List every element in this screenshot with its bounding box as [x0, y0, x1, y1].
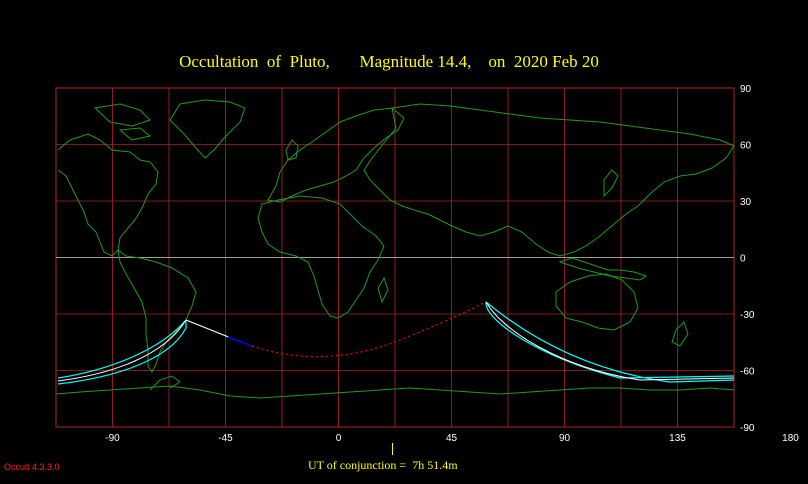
path-limit-south-west	[57, 320, 187, 385]
australia	[555, 273, 639, 331]
central-line-night	[251, 301, 487, 358]
antarctic-peninsula	[149, 375, 181, 391]
coastlines	[55, 99, 735, 399]
latitude-label: -60	[740, 367, 755, 378]
longitude-label: 180	[782, 433, 799, 444]
latitude-label: 90	[740, 84, 752, 95]
longitude-label: 135	[669, 433, 686, 444]
central-line-east	[485, 301, 735, 381]
north-america	[57, 133, 159, 257]
japan	[603, 169, 619, 198]
latitude-label: 60	[740, 141, 752, 152]
europe	[267, 107, 405, 203]
latitude-label: -30	[740, 310, 755, 321]
greenland	[169, 99, 246, 159]
central-line-west	[57, 319, 187, 382]
central-line-daylight	[185, 319, 237, 341]
longitude-label: 45	[446, 433, 458, 444]
africa	[257, 195, 385, 319]
map-title: Occultation of Pluto, Magnitude 14.4, on…	[179, 52, 599, 71]
latitude-labels: 90 60 30 0 -30 -60 -90	[740, 84, 755, 434]
latitude-label: 30	[740, 197, 752, 208]
indonesia	[558, 257, 648, 281]
conjunction-marker	[392, 443, 393, 455]
occultation-path	[57, 301, 735, 385]
antarctica	[55, 385, 735, 399]
south-america	[117, 248, 197, 373]
latitude-label: -90	[740, 423, 755, 434]
central-line-blue	[227, 336, 253, 347]
path-limit-south-east	[485, 301, 735, 379]
asia	[363, 103, 735, 257]
path-limit-north-west	[57, 319, 187, 379]
new-zealand	[671, 321, 689, 347]
graticule	[56, 88, 734, 427]
latitude-label: 0	[740, 254, 746, 265]
longitude-label: 90	[559, 433, 571, 444]
longitude-label: -45	[218, 433, 233, 444]
conjunction-time: UT of conjunction = 7h 51.4m	[308, 458, 458, 472]
longitude-label: 0	[336, 433, 342, 444]
arctic-islands	[93, 103, 152, 141]
madagascar	[377, 276, 389, 304]
software-version: Occult 4.3.3.0	[4, 462, 60, 472]
british-isles	[285, 139, 299, 161]
longitude-label: -90	[105, 433, 120, 444]
